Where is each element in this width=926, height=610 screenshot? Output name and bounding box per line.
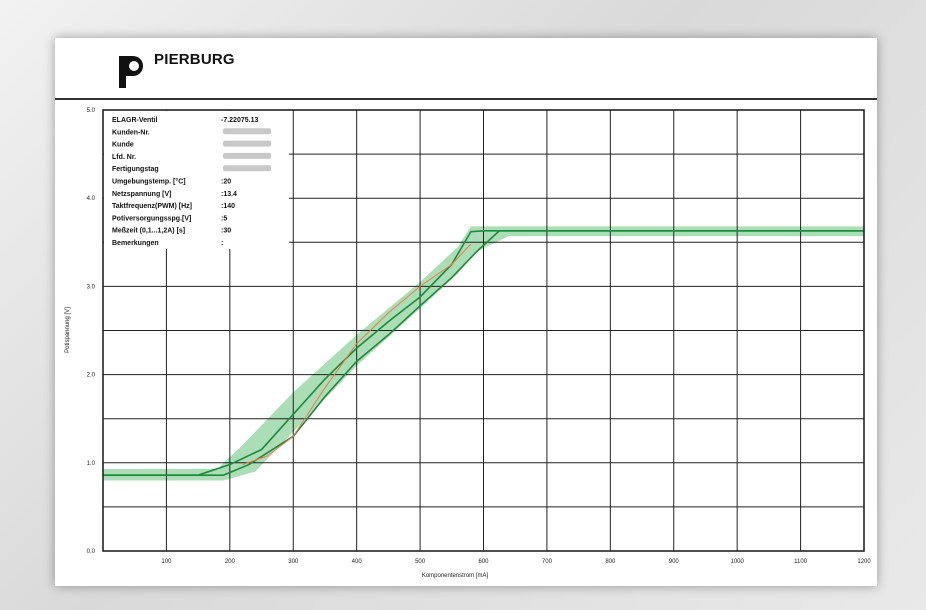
brand-name: PIERBURG <box>154 51 235 68</box>
info-label: Netzspannung [V] <box>112 191 172 198</box>
series-line-1 <box>103 230 864 476</box>
redacted-value <box>223 165 271 172</box>
y-tick-label: 0.0 <box>87 549 96 555</box>
x-tick-label: 1200 <box>857 559 871 565</box>
x-tick-label: 500 <box>415 559 426 565</box>
info-value: -7.22075.13 <box>221 117 258 124</box>
x-axis-label: Komponentenstrom [mA] <box>422 573 489 579</box>
x-tick-label: 600 <box>478 559 489 565</box>
y-tick-label: 3.0 <box>87 284 96 290</box>
y-tick-label: 5.0 <box>87 108 96 114</box>
x-tick-label: 900 <box>669 559 680 565</box>
info-value: :13.4 <box>221 191 237 198</box>
series-line-3 <box>242 243 472 466</box>
y-tick-label: 4.0 <box>87 196 96 202</box>
sheet-header: PIERBURG <box>55 38 877 100</box>
info-label: Meßzeit (0,1...1,2A) [s] <box>112 228 185 235</box>
x-tick-label: 200 <box>225 559 236 565</box>
y-axis-label: Poti­spannung [V] <box>65 307 71 353</box>
y-tick-label: 1.0 <box>87 461 96 467</box>
info-label: Kunden-Nr. <box>112 129 150 136</box>
chart-sheet: PIERBURG ELAGR-Ventil -7.22075.13 Kunden-N… <box>55 38 877 586</box>
info-value: :30 <box>221 228 231 235</box>
info-label: Bemerkungen <box>112 240 159 247</box>
x-tick-label: 1100 <box>794 559 808 565</box>
info-label: Potiversorgungsspg.[V] <box>112 215 191 222</box>
pierburg-logo-icon <box>119 56 143 88</box>
x-tick-label: 800 <box>605 559 616 565</box>
info-label: Kunde <box>112 142 134 149</box>
y-tick-label: 2.0 <box>87 373 96 379</box>
info-label: Taktfrequenz(PWM) [Hz] <box>112 203 192 210</box>
redacted-value <box>223 128 271 135</box>
characteristic-chart: ELAGR-Ventil -7.22075.13 Kunden-Nr. Kunde Lf… <box>65 108 872 579</box>
info-label: ELAGR-Ventil <box>112 117 158 124</box>
chart-grid <box>103 110 865 551</box>
info-table: ELAGR-Ventil -7.22075.13 Kunden-Nr. Kunde Lf… <box>104 111 289 249</box>
info-value: :140 <box>221 203 235 210</box>
plot-frame <box>102 109 865 552</box>
info-label: Umgebungstemp. [°C] <box>112 178 186 186</box>
info-label: Fertigungstag <box>112 166 159 173</box>
redacted-value <box>223 140 271 147</box>
series-line-2 <box>103 230 864 476</box>
axis-ticks: 100 200 300 400 500 600 700 800 900 1000 1100 1200 0… <box>87 108 872 565</box>
x-tick-label: 100 <box>161 559 172 565</box>
chart-series <box>103 230 864 476</box>
info-value: : <box>221 240 223 247</box>
x-tick-label: 300 <box>288 559 299 565</box>
x-tick-label: 400 <box>352 559 363 565</box>
info-label: Lfd. Nr. <box>112 154 136 161</box>
info-value: :20 <box>221 179 231 186</box>
x-tick-label: 700 <box>542 559 553 565</box>
info-value: :5 <box>221 215 227 222</box>
redacted-value <box>223 152 271 159</box>
x-tick-label: 1000 <box>730 559 744 565</box>
